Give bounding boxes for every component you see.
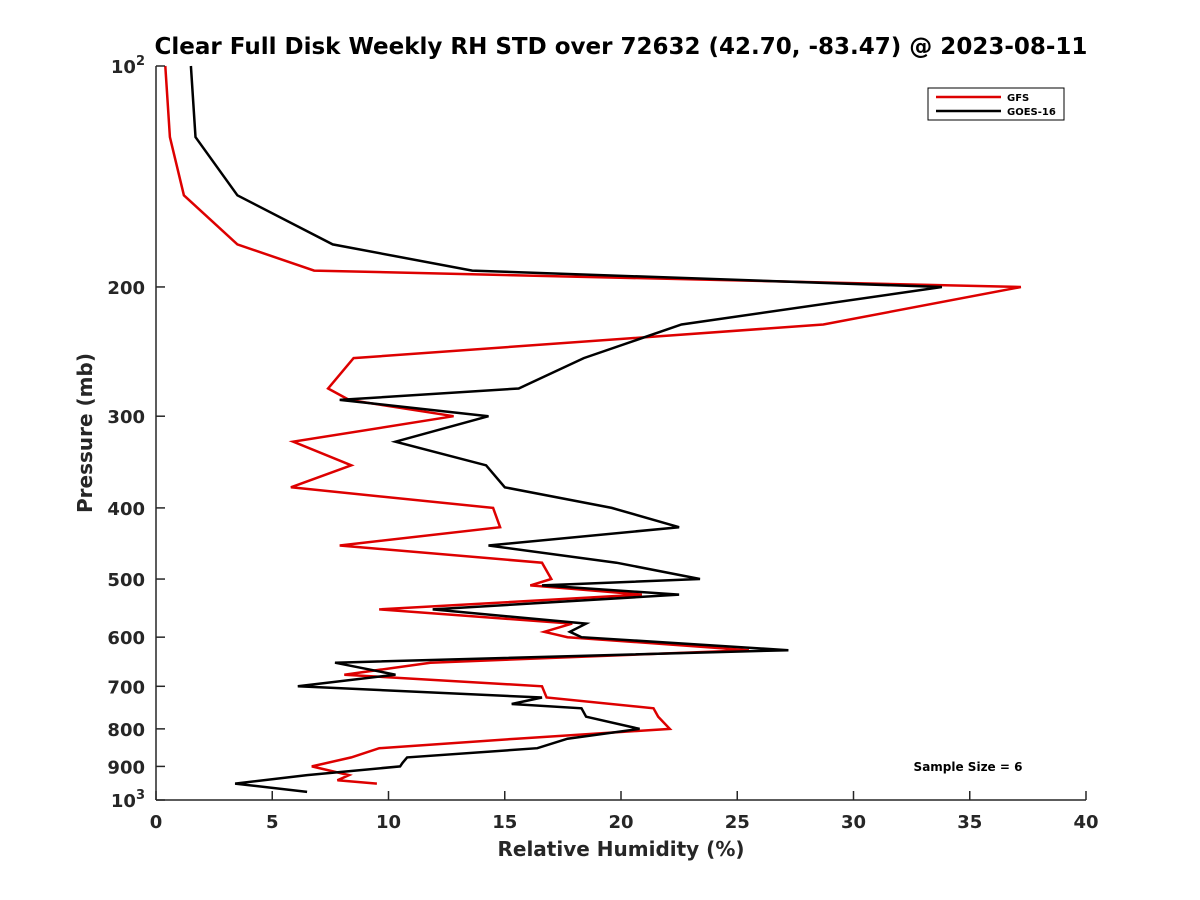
legend-label-goes16: GOES-16	[1007, 107, 1056, 118]
x-tick-label: 5	[266, 812, 279, 833]
y-tick-label: 800	[107, 720, 145, 741]
x-tick-label: 40	[1073, 812, 1098, 833]
chart-title: Clear Full Disk Weekly RH STD over 72632…	[155, 34, 1088, 60]
series-layer	[164, 65, 1022, 794]
sample-size-annotation: Sample Size = 6	[914, 760, 1023, 774]
x-tick-label: 0	[150, 812, 163, 833]
x-tick-label: 35	[957, 812, 982, 833]
y-tick-label: 900	[107, 757, 145, 778]
legend: GFS GOES-16	[927, 87, 1065, 121]
legend-box	[927, 87, 1065, 121]
x-axis-label: Relative Humidity (%)	[497, 837, 744, 861]
legend-label-gfs: GFS	[1007, 93, 1029, 104]
y-tick-label: 600	[107, 628, 145, 649]
y-tick-label: 400	[107, 499, 145, 520]
series-line-goes16	[189, 65, 943, 794]
y-tick-label: 700	[107, 677, 145, 698]
x-tick-label: 15	[492, 812, 517, 833]
y-tick-label: 200	[107, 278, 145, 299]
x-tick-label: 30	[841, 812, 866, 833]
axes-layer: 0 5 10 15 20 25 30 35 40 102 200 300 400 500 600 700 800…	[107, 54, 1098, 833]
y-axis-label: Pressure (mb)	[73, 353, 97, 513]
x-tick-label: 20	[608, 812, 633, 833]
y-tick-label: 102	[111, 54, 145, 78]
y-tick-label: 300	[107, 407, 145, 428]
y-tick-label: 103	[111, 788, 145, 812]
series-line-gfs	[164, 65, 1022, 785]
y-tick-label: 500	[107, 570, 145, 591]
x-tick-label: 25	[725, 812, 750, 833]
x-tick-label: 10	[376, 812, 401, 833]
